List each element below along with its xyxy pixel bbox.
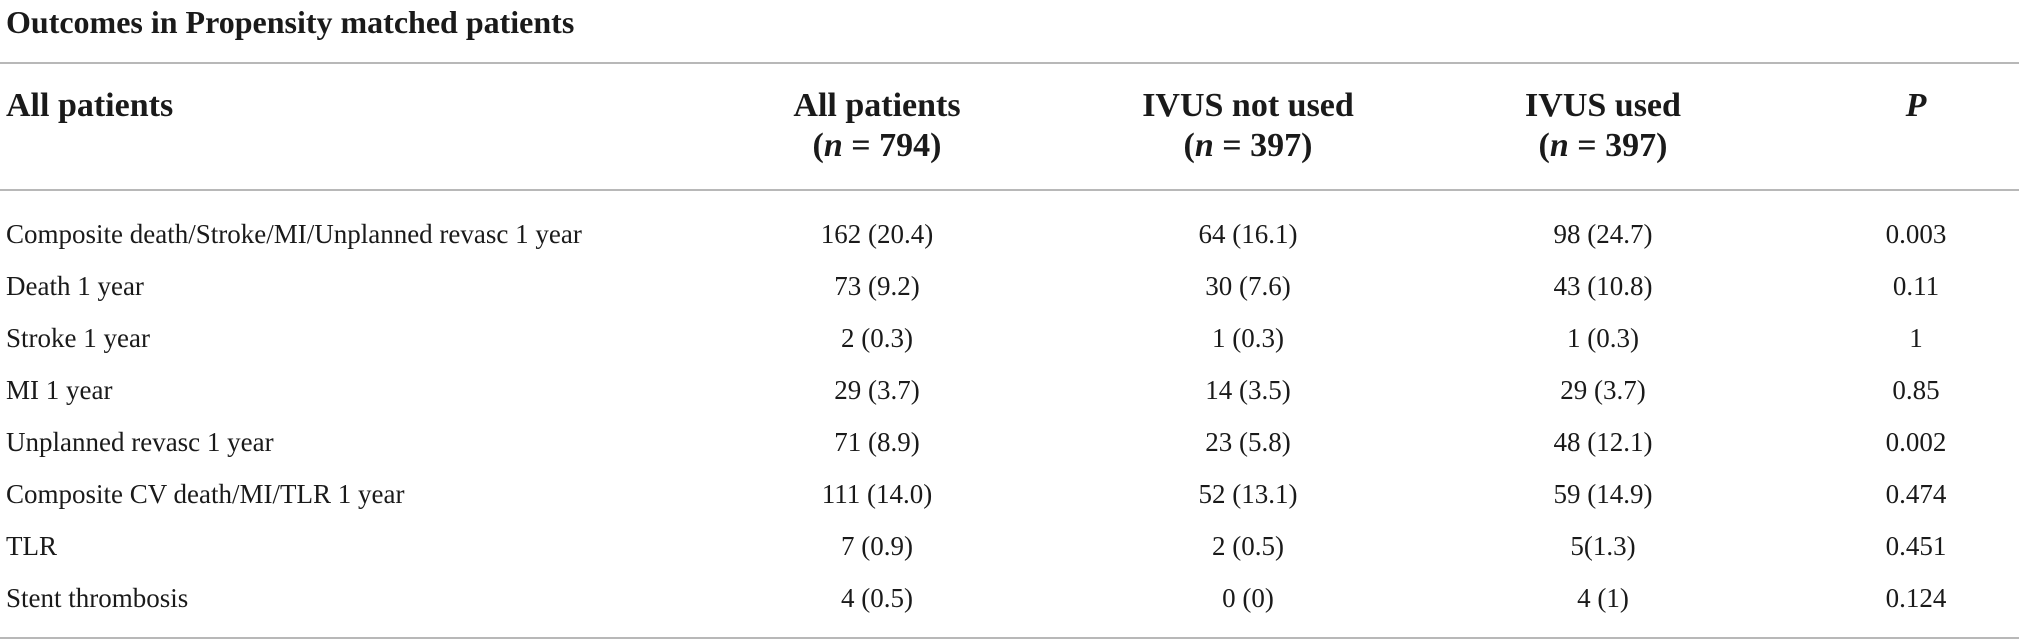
table-row: MI 1 year 29 (3.7) 14 (3.5) 29 (3.7) 0.8… [0,370,2019,422]
bottom-rule [0,637,2019,639]
cell-all-patients: 29 (3.7) [834,375,920,405]
row-label: Stent thrombosis [6,583,189,613]
cell-ivus-not-used: 52 (13.1) [1198,479,1298,509]
cell-p-value: 0.451 [1885,531,1947,561]
n-value: = 397 [1213,127,1302,164]
cell-all-patients: 111 (14.0) [821,479,933,509]
table-row: Unplanned revasc 1 year 71 (8.9) 23 (5.8… [0,422,2019,474]
top-rule [0,62,2019,64]
header-ivus-used-title: IVUS used [1525,87,1681,124]
cell-ivus-not-used: 2 (0.5) [1212,531,1284,561]
n-symbol: n [823,127,843,164]
cell-ivus-used: 5(1.3) [1570,531,1636,561]
table-body: Composite death/Stroke/MI/Unplanned reva… [0,214,2019,630]
cell-p-value: 0.003 [1885,219,1947,249]
header-ivus-used: IVUS used (n = 397) [1423,86,1783,166]
cell-all-patients: 73 (9.2) [834,271,920,301]
table-row: Composite CV death/MI/TLR 1 year 111 (14… [0,474,2019,526]
cell-p-value: 1 [1909,323,1923,353]
table-row: Death 1 year 73 (9.2) 30 (7.6) 43 (10.8)… [0,266,2019,318]
row-label: Stroke 1 year [6,323,150,353]
cell-ivus-not-used: 1 (0.3) [1212,323,1284,353]
header-ivus-not-used: IVUS not used (n = 397) [1068,86,1428,166]
cell-ivus-used: 98 (24.7) [1553,219,1653,249]
header-first-column: All patients [6,87,174,124]
row-label: Death 1 year [6,271,144,301]
cell-all-patients: 4 (0.5) [841,583,913,613]
header-all-patients-title: All patients [793,87,961,124]
table-row: Stroke 1 year 2 (0.3) 1 (0.3) 1 (0.3) 1 [0,318,2019,370]
cell-ivus-not-used: 30 (7.6) [1205,271,1291,301]
cell-ivus-not-used: 0 (0) [1222,583,1274,613]
n-value: = 397 [1568,127,1657,164]
cell-all-patients: 71 (8.9) [834,427,920,457]
cell-all-patients: 2 (0.3) [841,323,913,353]
table-row: Stent thrombosis 4 (0.5) 0 (0) 4 (1) 0.1… [0,578,2019,630]
header-p-value: P [1905,87,1927,124]
n-value: = 794 [842,127,931,164]
cell-ivus-not-used: 23 (5.8) [1205,427,1291,457]
table-title: Outcomes in Propensity matched patients [6,4,575,40]
header-ivus-used-n: (n = 397) [1538,127,1668,164]
cell-p-value: 0.85 [1892,375,1940,405]
cell-ivus-not-used: 14 (3.5) [1205,375,1291,405]
cell-ivus-not-used: 64 (16.1) [1198,219,1298,249]
cell-ivus-used: 59 (14.9) [1553,479,1653,509]
cell-ivus-used: 4 (1) [1577,583,1629,613]
cell-p-value: 0.124 [1885,583,1947,613]
table-row: TLR 7 (0.9) 2 (0.5) 5(1.3) 0.451 [0,526,2019,578]
header-all-patients: All patients (n = 794) [697,86,1057,166]
cell-all-patients: 7 (0.9) [841,531,913,561]
row-label: Composite CV death/MI/TLR 1 year [6,479,405,509]
cell-ivus-used: 29 (3.7) [1560,375,1646,405]
n-symbol: n [1194,127,1214,164]
cell-all-patients: 162 (20.4) [820,219,934,249]
cell-ivus-used: 48 (12.1) [1553,427,1653,457]
cell-p-value: 0.474 [1885,479,1947,509]
cell-ivus-used: 1 (0.3) [1567,323,1639,353]
n-symbol: n [1549,127,1569,164]
row-label: MI 1 year [6,375,113,405]
header-rule [0,189,2019,191]
cell-p-value: 0.11 [1892,271,1940,301]
row-label: Composite death/Stroke/MI/Unplanned reva… [6,219,582,249]
header-ivus-not-used-n: (n = 397) [1183,127,1313,164]
header-all-patients-n: (n = 794) [812,127,942,164]
cell-ivus-used: 43 (10.8) [1553,271,1653,301]
row-label: TLR [6,531,57,561]
header-ivus-not-used-title: IVUS not used [1142,87,1354,124]
row-label: Unplanned revasc 1 year [6,427,274,457]
cell-p-value: 0.002 [1885,427,1947,457]
table-row: Composite death/Stroke/MI/Unplanned reva… [0,214,2019,266]
